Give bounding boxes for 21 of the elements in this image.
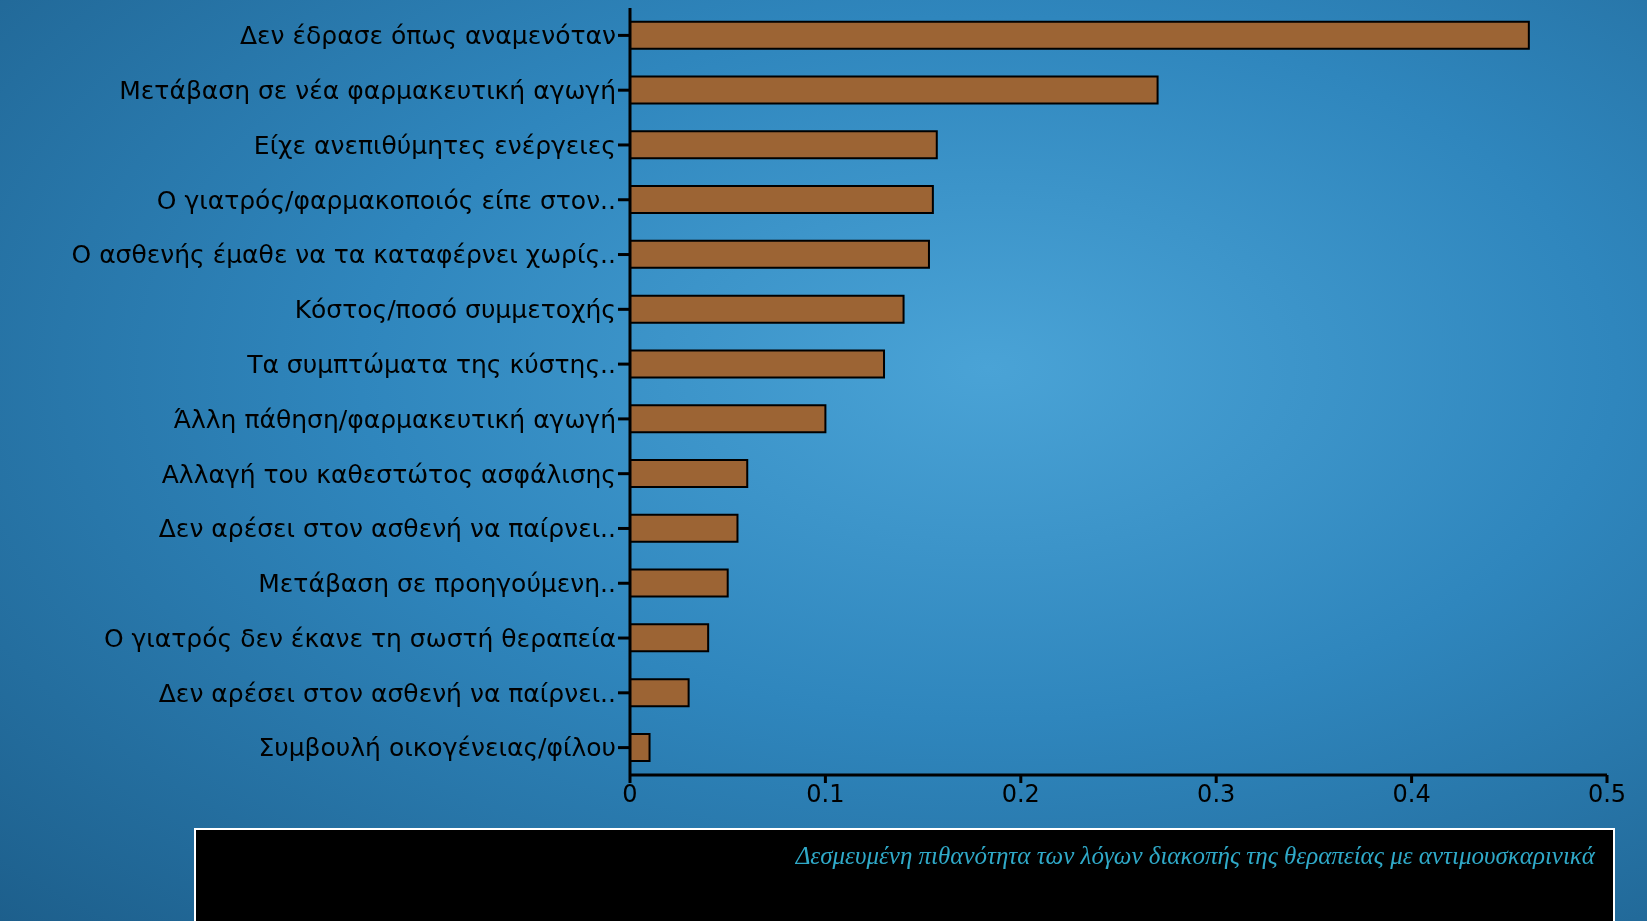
y-tick-label: Άλλη πάθηση/φαρμακευτική αγωγή xyxy=(173,404,616,434)
y-tick-label: Ο γιατρός/φαρμακοποιός είπε στον.. xyxy=(156,185,616,215)
y-tick-label: Αλλαγή του καθεστώτος ασφάλισης xyxy=(161,459,616,489)
y-tick-label: Τα συμπτώματα της κύστης.. xyxy=(246,349,616,379)
x-tick-label: 0.2 xyxy=(1001,780,1040,809)
y-tick-label: Μετάβαση σε προηγούμενη.. xyxy=(258,569,616,599)
y-tick-label: Ο γιατρός δεν έκανε τη σωστή θεραπεία xyxy=(103,623,616,653)
y-tick-label: Συμβουλή οικογένειας/φίλου xyxy=(258,733,616,763)
y-tick-label: Δεν αρέσει στον ασθενή να παίρνει.. xyxy=(158,514,616,544)
y-tick-label: Είχε ανεπιθύμητες ενέργειες xyxy=(253,130,616,160)
y-tick-label: Κόστος/ποσό συμμετοχής xyxy=(294,295,616,325)
x-tick-label: 0 xyxy=(622,780,638,809)
y-tick-label: Ο ασθενής έμαθε να τα καταφέρνει χωρίς.. xyxy=(71,240,616,270)
x-tick-label: 0.4 xyxy=(1392,780,1431,809)
x-tick-label: 0.5 xyxy=(1587,780,1627,809)
x-tick-label: 0.3 xyxy=(1197,780,1236,809)
y-tick-label: Δεν έδρασε όπως αναμενόταν xyxy=(240,21,616,51)
y-tick-label: Δεν αρέσει στον ασθενή να παίρνει.. xyxy=(158,678,616,708)
y-tick-label: Μετάβαση σε νέα φαρμακευτική αγωγή xyxy=(119,76,616,106)
x-axis-title: Δεσμευμένη πιθανότητα των λόγων διακοπής της θεραπείας με αντιμουσκαρινικά xyxy=(795,842,1595,870)
x-tick-label: 0.1 xyxy=(806,780,845,809)
